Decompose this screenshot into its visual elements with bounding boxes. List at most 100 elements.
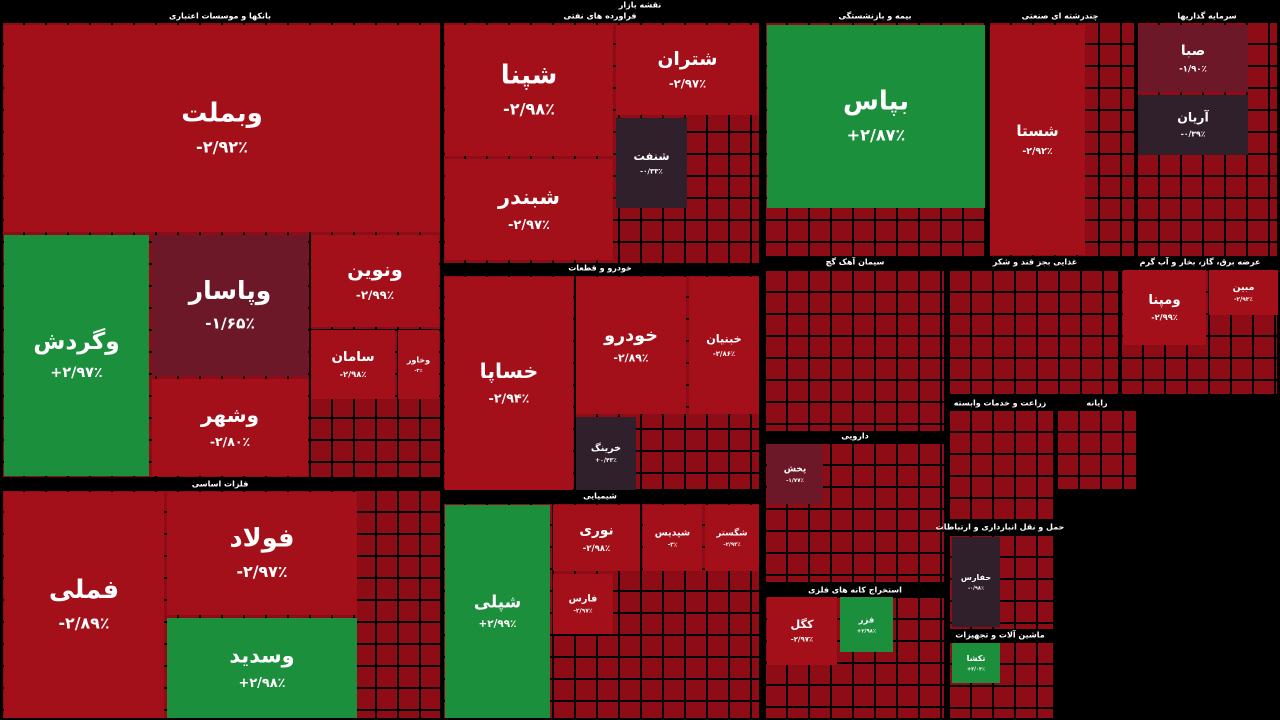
stock-name: وخاور bbox=[406, 356, 430, 365]
filler-tile bbox=[942, 315, 944, 335]
filler-tile bbox=[876, 425, 896, 431]
stock-tile bbox=[1138, 25, 1248, 92]
filler-tile bbox=[1122, 221, 1134, 241]
stock-tile bbox=[445, 505, 550, 718]
filler-tile bbox=[752, 614, 759, 634]
filler-tile bbox=[311, 419, 331, 439]
filler-tile bbox=[1270, 89, 1277, 109]
filler-tile bbox=[854, 337, 874, 357]
filler-tile bbox=[708, 155, 728, 175]
filler-tile bbox=[898, 271, 918, 291]
stock-name: سامان bbox=[331, 350, 374, 365]
filler-tile bbox=[1016, 271, 1036, 291]
stock-change: -۲/۹۳٪ bbox=[723, 542, 740, 548]
filler-tile bbox=[686, 592, 706, 612]
filler-tile bbox=[1248, 221, 1268, 241]
filler-tile bbox=[950, 687, 970, 707]
filler-tile bbox=[686, 111, 706, 131]
filler-tile bbox=[942, 708, 944, 718]
filler-tile bbox=[1080, 477, 1100, 489]
filler-tile bbox=[421, 667, 440, 687]
stock-name: فارس bbox=[569, 594, 598, 605]
filler-tile bbox=[854, 554, 874, 574]
filler-tile bbox=[1038, 687, 1053, 707]
stock-change: -۱/۹۰٪ bbox=[1179, 64, 1207, 74]
filler-tile bbox=[399, 601, 419, 621]
stock-name: تکشا bbox=[967, 654, 986, 663]
filler-tile bbox=[1100, 221, 1120, 241]
filler-tile bbox=[972, 687, 992, 707]
filler-tile bbox=[355, 557, 375, 577]
filler-tile bbox=[1060, 271, 1080, 291]
filler-tile bbox=[686, 702, 706, 718]
stock-tile bbox=[1123, 270, 1206, 345]
filler-tile bbox=[752, 155, 759, 175]
filler-tile bbox=[810, 315, 830, 335]
stock-change: -۲/۹۷٪ bbox=[236, 562, 287, 581]
filler-tile bbox=[788, 576, 808, 582]
filler-tile bbox=[664, 452, 684, 472]
stock-change: -۲/۹۲٪ bbox=[1022, 146, 1053, 157]
filler-tile bbox=[832, 488, 852, 508]
filler-tile bbox=[832, 359, 852, 379]
filler-tile bbox=[752, 592, 759, 612]
filler-tile bbox=[832, 554, 852, 574]
filler-tile bbox=[1122, 243, 1134, 256]
filler-tile bbox=[810, 271, 830, 291]
filler-tile bbox=[1104, 381, 1118, 394]
filler-tile bbox=[1232, 337, 1252, 357]
filler-tile bbox=[920, 444, 940, 464]
filler-tile bbox=[399, 623, 419, 643]
filler-tile bbox=[898, 532, 918, 552]
filler-tile bbox=[942, 444, 944, 464]
filler-tile bbox=[1100, 45, 1120, 65]
filler-tile bbox=[876, 315, 896, 335]
filler-tile bbox=[942, 554, 944, 574]
filler-tile bbox=[920, 466, 940, 486]
filler-tile bbox=[1232, 359, 1252, 379]
filler-tile bbox=[766, 554, 786, 574]
stock-name: بپاس bbox=[843, 87, 909, 117]
filler-tile bbox=[377, 689, 397, 709]
stock-tile bbox=[311, 330, 395, 399]
filler-tile bbox=[1204, 243, 1224, 256]
filler-tile bbox=[1248, 67, 1268, 87]
filler-tile bbox=[377, 441, 397, 461]
filler-tile bbox=[766, 293, 786, 313]
stock-change: +۲/۸۷٪ bbox=[847, 126, 906, 145]
filler-tile bbox=[377, 463, 397, 477]
filler-tile bbox=[1060, 337, 1080, 357]
stock-change: -۲/۸۰٪ bbox=[210, 434, 250, 449]
sector-header-bg bbox=[765, 257, 945, 267]
filler-tile bbox=[920, 708, 940, 718]
filler-tile bbox=[1204, 177, 1224, 197]
sector-header: شیمیایی bbox=[583, 492, 617, 501]
filler-tile bbox=[964, 221, 984, 241]
filler-tile bbox=[355, 513, 375, 533]
sector-header-bg bbox=[765, 11, 987, 21]
filler-tile bbox=[1038, 558, 1053, 578]
filler-tile bbox=[377, 513, 397, 533]
filler-tile bbox=[950, 709, 970, 718]
filler-tile bbox=[788, 425, 808, 431]
filler-tile bbox=[421, 601, 440, 621]
filler-tile bbox=[598, 702, 618, 718]
filler-tile bbox=[730, 592, 750, 612]
filler-tile bbox=[752, 408, 759, 428]
filler-tile bbox=[942, 510, 944, 530]
filler-tile bbox=[766, 271, 786, 291]
filler-tile bbox=[1016, 381, 1036, 394]
filler-tile bbox=[810, 403, 830, 423]
filler-tile bbox=[1038, 709, 1053, 718]
filler-tile bbox=[920, 532, 940, 552]
sector-header-bg bbox=[443, 491, 760, 501]
filler-tile bbox=[421, 623, 440, 643]
filler-tile bbox=[1038, 337, 1058, 357]
filler-tile bbox=[876, 510, 896, 530]
sector-header-bg bbox=[443, 11, 760, 21]
filler-tile bbox=[832, 576, 852, 582]
sector-header: فراورده های نفتی bbox=[564, 12, 637, 21]
filler-tile bbox=[1016, 624, 1036, 629]
filler-tile bbox=[377, 419, 397, 439]
filler-tile bbox=[1160, 243, 1180, 256]
